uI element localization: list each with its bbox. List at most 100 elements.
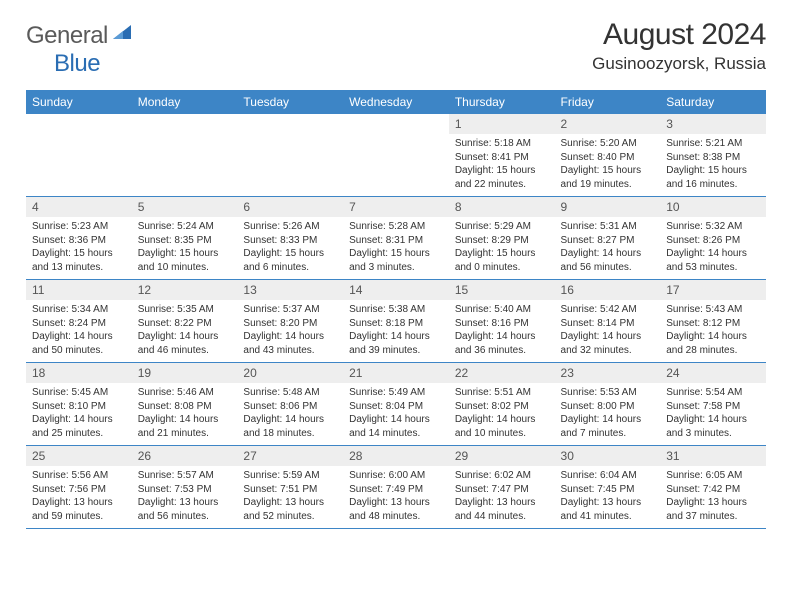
day-number: 18 (26, 363, 132, 383)
day-number: 3 (660, 114, 766, 134)
day-number: 26 (132, 446, 238, 466)
day-number: 14 (343, 280, 449, 300)
logo-triangle-icon (111, 21, 133, 48)
day-number: 24 (660, 363, 766, 383)
day-cell: 16Sunrise: 5:42 AMSunset: 8:14 PMDayligh… (555, 280, 661, 363)
day-number: 15 (449, 280, 555, 300)
day-details: Sunrise: 5:35 AMSunset: 8:22 PMDaylight:… (132, 300, 238, 362)
day-details: Sunrise: 5:46 AMSunset: 8:08 PMDaylight:… (132, 383, 238, 445)
day-details: Sunrise: 5:43 AMSunset: 8:12 PMDaylight:… (660, 300, 766, 362)
day-number: 27 (237, 446, 343, 466)
day-cell (237, 114, 343, 197)
day-cell: 11Sunrise: 5:34 AMSunset: 8:24 PMDayligh… (26, 280, 132, 363)
day-cell: 22Sunrise: 5:51 AMSunset: 8:02 PMDayligh… (449, 363, 555, 446)
day-number: 12 (132, 280, 238, 300)
day-details: Sunrise: 5:40 AMSunset: 8:16 PMDaylight:… (449, 300, 555, 362)
day-number: 21 (343, 363, 449, 383)
day-number: 31 (660, 446, 766, 466)
day-number: 8 (449, 197, 555, 217)
day-cell: 18Sunrise: 5:45 AMSunset: 8:10 PMDayligh… (26, 363, 132, 446)
day-cell: 9Sunrise: 5:31 AMSunset: 8:27 PMDaylight… (555, 197, 661, 280)
col-friday: Friday (555, 90, 661, 114)
day-details: Sunrise: 5:34 AMSunset: 8:24 PMDaylight:… (26, 300, 132, 362)
day-cell: 20Sunrise: 5:48 AMSunset: 8:06 PMDayligh… (237, 363, 343, 446)
day-cell: 29Sunrise: 6:02 AMSunset: 7:47 PMDayligh… (449, 446, 555, 529)
week-row: 11Sunrise: 5:34 AMSunset: 8:24 PMDayligh… (26, 280, 766, 363)
day-cell: 4Sunrise: 5:23 AMSunset: 8:36 PMDaylight… (26, 197, 132, 280)
day-cell (132, 114, 238, 197)
day-cell: 8Sunrise: 5:29 AMSunset: 8:29 PMDaylight… (449, 197, 555, 280)
day-number: 4 (26, 197, 132, 217)
day-details: Sunrise: 5:59 AMSunset: 7:51 PMDaylight:… (237, 466, 343, 528)
day-cell: 2Sunrise: 5:20 AMSunset: 8:40 PMDaylight… (555, 114, 661, 197)
day-cell (343, 114, 449, 197)
day-number: 28 (343, 446, 449, 466)
day-number: 5 (132, 197, 238, 217)
day-cell: 13Sunrise: 5:37 AMSunset: 8:20 PMDayligh… (237, 280, 343, 363)
logo: General (26, 22, 133, 50)
day-details: Sunrise: 5:38 AMSunset: 8:18 PMDaylight:… (343, 300, 449, 362)
day-number: 1 (449, 114, 555, 134)
day-number: 23 (555, 363, 661, 383)
day-details: Sunrise: 5:53 AMSunset: 8:00 PMDaylight:… (555, 383, 661, 445)
day-number: 16 (555, 280, 661, 300)
day-cell: 31Sunrise: 6:05 AMSunset: 7:42 PMDayligh… (660, 446, 766, 529)
day-cell: 28Sunrise: 6:00 AMSunset: 7:49 PMDayligh… (343, 446, 449, 529)
day-cell: 5Sunrise: 5:24 AMSunset: 8:35 PMDaylight… (132, 197, 238, 280)
col-tuesday: Tuesday (237, 90, 343, 114)
day-details: Sunrise: 5:57 AMSunset: 7:53 PMDaylight:… (132, 466, 238, 528)
day-details: Sunrise: 6:05 AMSunset: 7:42 PMDaylight:… (660, 466, 766, 528)
day-cell: 1Sunrise: 5:18 AMSunset: 8:41 PMDaylight… (449, 114, 555, 197)
day-details: Sunrise: 5:42 AMSunset: 8:14 PMDaylight:… (555, 300, 661, 362)
col-wednesday: Wednesday (343, 90, 449, 114)
day-details: Sunrise: 5:48 AMSunset: 8:06 PMDaylight:… (237, 383, 343, 445)
day-number: 19 (132, 363, 238, 383)
day-number: 9 (555, 197, 661, 217)
day-details: Sunrise: 5:37 AMSunset: 8:20 PMDaylight:… (237, 300, 343, 362)
day-number: 22 (449, 363, 555, 383)
col-saturday: Saturday (660, 90, 766, 114)
day-details: Sunrise: 5:32 AMSunset: 8:26 PMDaylight:… (660, 217, 766, 279)
logo-text-blue: Blue (54, 50, 100, 77)
day-details: Sunrise: 6:02 AMSunset: 7:47 PMDaylight:… (449, 466, 555, 528)
day-details: Sunrise: 6:04 AMSunset: 7:45 PMDaylight:… (555, 466, 661, 528)
col-monday: Monday (132, 90, 238, 114)
day-cell: 3Sunrise: 5:21 AMSunset: 8:38 PMDaylight… (660, 114, 766, 197)
day-details: Sunrise: 5:31 AMSunset: 8:27 PMDaylight:… (555, 217, 661, 279)
day-details: Sunrise: 5:18 AMSunset: 8:41 PMDaylight:… (449, 134, 555, 196)
day-number: 20 (237, 363, 343, 383)
day-details: Sunrise: 5:51 AMSunset: 8:02 PMDaylight:… (449, 383, 555, 445)
day-details: Sunrise: 5:29 AMSunset: 8:29 PMDaylight:… (449, 217, 555, 279)
col-sunday: Sunday (26, 90, 132, 114)
day-cell (26, 114, 132, 197)
day-number: 2 (555, 114, 661, 134)
day-cell: 25Sunrise: 5:56 AMSunset: 7:56 PMDayligh… (26, 446, 132, 529)
day-number: 13 (237, 280, 343, 300)
day-details: Sunrise: 5:49 AMSunset: 8:04 PMDaylight:… (343, 383, 449, 445)
day-details: Sunrise: 5:45 AMSunset: 8:10 PMDaylight:… (26, 383, 132, 445)
day-details: Sunrise: 5:23 AMSunset: 8:36 PMDaylight:… (26, 217, 132, 279)
day-number: 11 (26, 280, 132, 300)
day-number: 17 (660, 280, 766, 300)
day-cell: 21Sunrise: 5:49 AMSunset: 8:04 PMDayligh… (343, 363, 449, 446)
day-details: Sunrise: 5:26 AMSunset: 8:33 PMDaylight:… (237, 217, 343, 279)
logo-text-general: General (26, 22, 108, 50)
month-title: August 2024 (592, 18, 766, 52)
day-number: 6 (237, 197, 343, 217)
day-header-row: Sunday Monday Tuesday Wednesday Thursday… (26, 90, 766, 114)
day-cell: 27Sunrise: 5:59 AMSunset: 7:51 PMDayligh… (237, 446, 343, 529)
day-cell: 17Sunrise: 5:43 AMSunset: 8:12 PMDayligh… (660, 280, 766, 363)
location: Gusinoozyorsk, Russia (592, 54, 766, 74)
day-details: Sunrise: 5:56 AMSunset: 7:56 PMDaylight:… (26, 466, 132, 528)
day-cell: 30Sunrise: 6:04 AMSunset: 7:45 PMDayligh… (555, 446, 661, 529)
day-cell: 19Sunrise: 5:46 AMSunset: 8:08 PMDayligh… (132, 363, 238, 446)
day-cell: 24Sunrise: 5:54 AMSunset: 7:58 PMDayligh… (660, 363, 766, 446)
day-cell: 10Sunrise: 5:32 AMSunset: 8:26 PMDayligh… (660, 197, 766, 280)
day-number: 30 (555, 446, 661, 466)
day-cell: 26Sunrise: 5:57 AMSunset: 7:53 PMDayligh… (132, 446, 238, 529)
day-cell: 23Sunrise: 5:53 AMSunset: 8:00 PMDayligh… (555, 363, 661, 446)
day-cell: 6Sunrise: 5:26 AMSunset: 8:33 PMDaylight… (237, 197, 343, 280)
col-thursday: Thursday (449, 90, 555, 114)
week-row: 1Sunrise: 5:18 AMSunset: 8:41 PMDaylight… (26, 114, 766, 197)
day-cell: 14Sunrise: 5:38 AMSunset: 8:18 PMDayligh… (343, 280, 449, 363)
